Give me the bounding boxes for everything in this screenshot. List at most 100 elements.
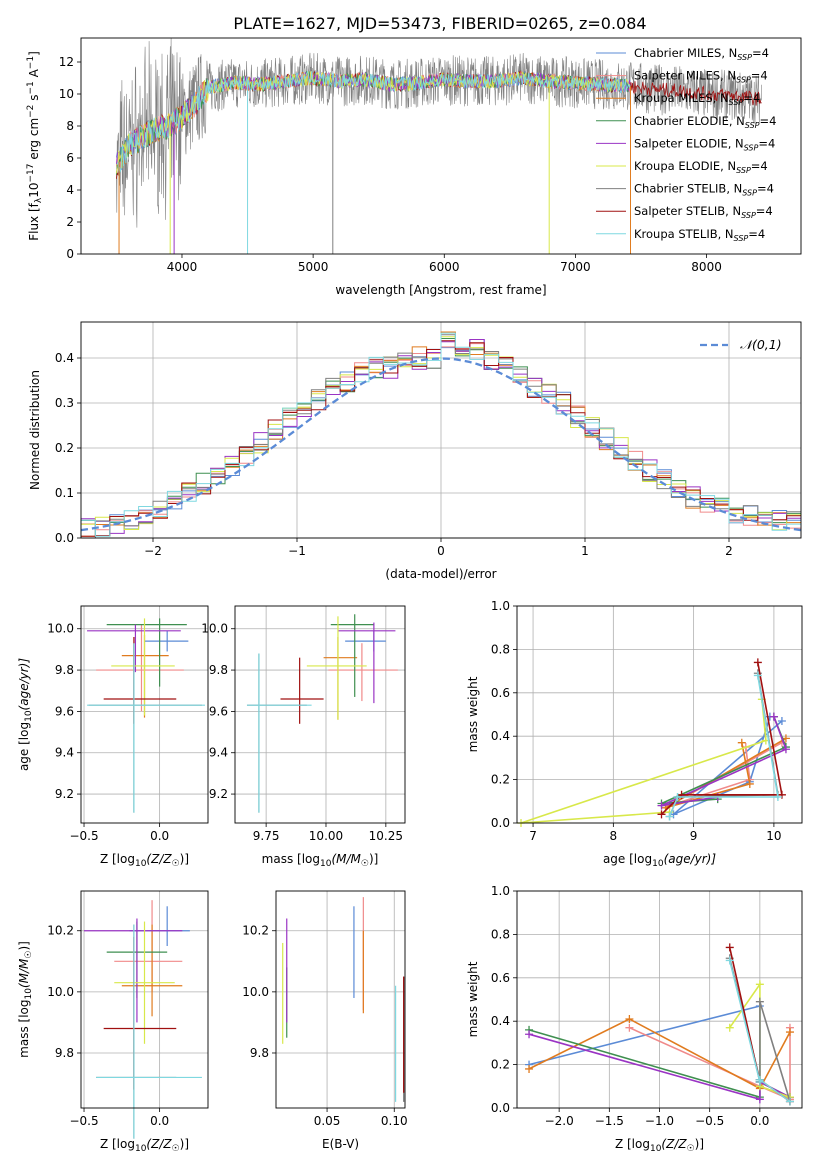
spectrum-line-kroupa_stelib [116,70,631,176]
panel-massweight_vs_Z: −2.0 −1.5 −1.0 −0.5 0.0 0.0 0.2 0.4 0.6 0.8 1.0 Z [… [466,884,803,1154]
weight-line-salpeter_elodie [528,1033,791,1101]
y-axis-label: Flux [fλ10−17 erg cm−2 s−1 A−1] [26,51,44,241]
y-tick-label: 0.2 [55,441,74,455]
x-tick-label: −2.0 [545,1114,574,1128]
y-axis-label: mass weight [466,961,480,1037]
y-tick-label: 10.0 [47,985,74,999]
normal-curve [80,357,802,532]
y-tick-label: 0.2 [491,773,510,787]
x-axis-label: age [log10(age/yr)] [603,852,716,869]
panel-spectrum: 4000 5000 6000 7000 8000 0 2 4 6 8 10 12 wavelength … [26,37,802,297]
y-tick-label: 0.4 [491,729,510,743]
x-axis-label: Z [log10(Z/Z☉)] [100,852,189,869]
y-tick-label: 0.1 [55,486,74,500]
axes-frame [516,890,803,1109]
x-axis-label: (data-model)/error [385,567,496,581]
y-tick-label: 10.0 [201,622,228,636]
weight-marker-salpeter_elodie [769,712,778,721]
y-tick-label: 0.6 [491,971,510,985]
weight-marker-salpeter_stelib [777,790,786,799]
x-tick-label: −0.5 [69,829,98,843]
weight-marker-kroupa_miles [737,738,746,747]
x-tick-label: −0.5 [695,1114,724,1128]
y-tick-label: 9.4 [55,746,74,760]
y-tick-label: 9.2 [209,787,228,801]
panel-age_vs_Z: −0.5 0.0 9.2 9.4 9.6 9.8 10.0 Z [log10(Z/Z☉)] ag… [17,605,209,869]
legend-label-normal: 𝒩(0,1) [740,337,782,352]
weight-marker-kroupa_stelib [785,1097,794,1106]
y-tick-label: 9.8 [55,663,74,677]
weight-marker-kroupa_stelib [673,792,682,801]
legend-label-salpeter_elodie: Salpeter ELODIE, NSSP=4 [634,136,775,152]
x-tick-label: −1.0 [645,1114,674,1128]
x-axis-label: wavelength [Angstrom, rest frame] [335,283,546,297]
panel-age_vs_mass: 9.75 10.00 10.25 9.2 9.4 9.6 9.8 10.0 mass [log1… [201,605,406,869]
axes-frame [80,321,802,539]
weight-marker-kroupa_stelib [773,792,782,801]
x-tick-label: 8 [610,829,618,843]
x-tick-label: 10 [766,829,781,843]
legend-label-chabrier_elodie: Chabrier ELODIE, NSSP=4 [634,114,776,130]
x-tick-label: 0.0 [150,829,169,843]
legend-label-chabrier_miles: Chabrier MILES, NSSP=4 [634,46,769,62]
weight-line-salpeter_elodie [661,716,787,807]
weight-marker-kroupa_elodie [755,980,764,989]
x-tick-label: 6000 [429,260,460,274]
weight-marker-salpeter_elodie [525,1030,534,1039]
x-tick-label: 10.25 [369,829,403,843]
y-tick-label: 10.0 [47,622,74,636]
y-tick-label: 9.6 [55,704,74,718]
legend-label-salpeter_stelib: Salpeter STELIB, NSSP=4 [634,204,773,220]
figure-title: PLATE=1627, MJD=53473, FIBERID=0265, z=0… [233,14,646,33]
panel-massweight_vs_age: 7 8 9 10 0.0 0.2 0.4 0.6 0.8 1.0 age [log10(age/yr… [466,599,803,869]
y-tick-label: 6 [66,151,74,165]
y-tick-label: 10.2 [242,924,269,938]
x-tick-label: 0 [437,544,445,558]
weight-marker-salpeter_elodie [755,1095,764,1104]
y-tick-label: 0.4 [55,351,74,365]
weight-line-salpeter_miles [629,1026,791,1101]
weight-marker-kroupa_stelib [725,956,734,965]
x-tick-label: 0.10 [381,1114,408,1128]
weight-marker-kroupa_stelib [755,1075,764,1084]
x-tick-label: 5000 [298,260,329,274]
y-tick-label: 4 [66,183,74,197]
x-tick-label: −1.5 [595,1114,624,1128]
axes-frame [80,37,802,255]
axes-frame [275,890,406,1109]
panel-mass_vs_Z: −0.5 0.0 9.8 10.0 10.2 Z [log10(Z/Z☉)] mass [l… [17,890,209,1154]
y-tick-label: 10 [59,87,74,101]
weight-marker-salpeter_stelib [753,658,762,667]
y-tick-label: 9.8 [209,663,228,677]
y-tick-label: 0.8 [491,642,510,656]
x-tick-label: 8000 [691,260,722,274]
y-axis-label: Normed distribution [28,370,42,490]
weight-marker-kroupa_miles [745,779,754,788]
weight-marker-kroupa_miles [785,1028,794,1037]
weight-marker-salpeter_miles [625,1023,634,1032]
y-tick-label: 8 [66,119,74,133]
axes-frame [516,605,803,824]
weight-marker-chabrier_miles [777,717,786,726]
legend-label-chabrier_stelib: Chabrier STELIB, NSSP=4 [634,182,774,198]
y-tick-label: 0.0 [491,1101,510,1115]
x-tick-label: −1 [288,544,306,558]
x-tick-label: 7 [529,829,537,843]
weight-line-kroupa_elodie [520,699,767,824]
histogram-kroupa_stelib [80,332,801,538]
weight-marker-salpeter_stelib [657,810,666,819]
panel-mass_vs_ebv: 0.05 0.10 9.8 10.0 10.2 E(B-V) [242,890,408,1151]
x-tick-label: 9 [690,829,698,843]
weight-marker-kroupa_elodie [725,1023,734,1032]
y-tick-label: 12 [59,55,74,69]
x-axis-label: mass [log10(M/M☉)] [262,852,379,869]
x-tick-label: 0.05 [314,1114,341,1128]
spectrum-line-chabrier_stelib [116,38,762,228]
x-axis-label: E(B-V) [322,1137,359,1151]
axes-frame [80,890,209,1109]
y-tick-label: 9.2 [55,787,74,801]
y-tick-label: 0.8 [491,927,510,941]
x-tick-label: 2 [725,544,733,558]
x-tick-label: 1 [581,544,589,558]
